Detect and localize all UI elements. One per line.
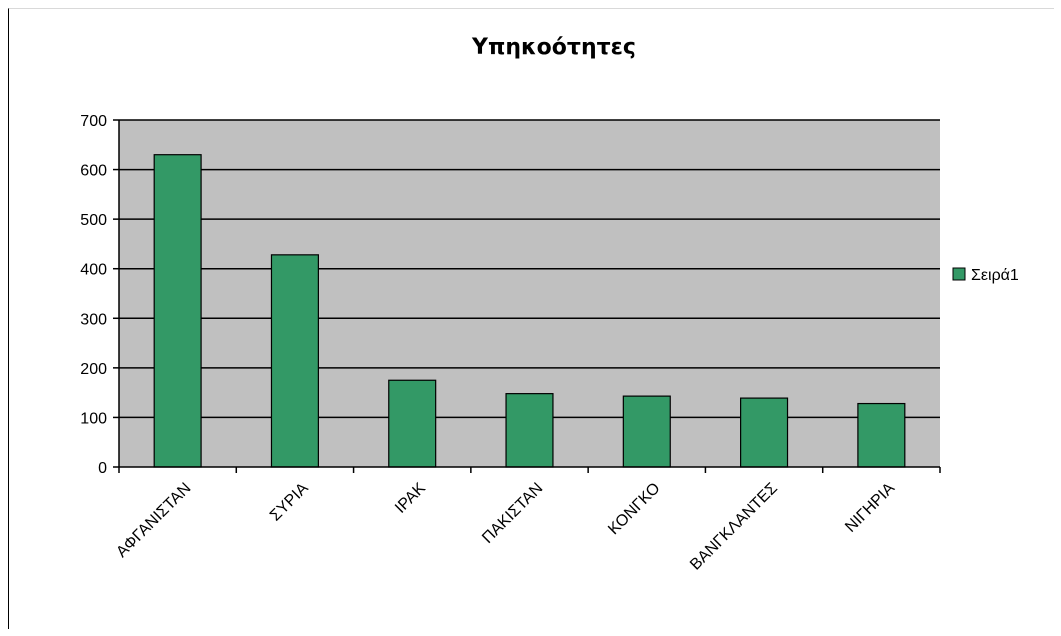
x-tick-label: ΚΟΝΓΚΟ	[605, 480, 663, 538]
legend: Σειρά1	[943, 257, 1054, 293]
y-tick-label: 100	[80, 410, 107, 427]
x-tick-labels: ΑΦΓΑΝΙΣΤΑΝ ΣΥΡΙΑ ΙΡΑΚ ΠΑΚΙΣΤΑΝ ΚΟΝΓΚΟ ΒΑΝΓΚΛΑ…	[113, 480, 898, 574]
chart-frame: 0 100 200 300 400 500 600 700 ΑΦΓΑΝΙΣΤΑΝ ΣΥΡΙΑ ΙΡ…	[8, 8, 1054, 629]
y-tick-label: 700	[80, 113, 107, 130]
bar-3	[505, 393, 554, 468]
bar-chart: 0 100 200 300 400 500 600 700 ΑΦΓΑΝΙΣΤΑΝ ΣΥΡΙΑ ΙΡ…	[80, 35, 1054, 574]
chart-title: Υπηκοότητες	[471, 35, 636, 60]
x-ticks	[118, 467, 941, 473]
legend-label: Σειρά1	[971, 267, 1019, 284]
y-tick-label: 200	[80, 361, 107, 378]
x-tick-label: ΠΑΚΙΣΤΑΝ	[479, 480, 546, 547]
x-tick-label: ΒΑΝΓΚΛΑΝΤΕΣ	[687, 480, 781, 574]
bar-0	[153, 154, 202, 468]
bar-1	[270, 254, 319, 468]
gridlines	[119, 119, 940, 419]
y-tick-label: 0	[98, 460, 107, 477]
y-tick-labels: 0 100 200 300 400 500 600 700	[80, 113, 107, 477]
bar-2	[388, 379, 437, 468]
bar-6	[857, 402, 906, 468]
y-tick-label: 600	[80, 163, 107, 180]
y-tick-label: 300	[80, 311, 107, 328]
bar-5	[740, 397, 789, 468]
x-tick-label: ΙΡΑΚ	[392, 480, 429, 517]
legend-swatch	[952, 267, 966, 281]
y-tick-label: 500	[80, 212, 107, 229]
x-tick-label: ΣΥΡΙΑ	[267, 480, 312, 525]
x-tick-label: ΝΙΓΗΡΙΑ	[842, 480, 898, 536]
y-tick-label: 400	[80, 262, 107, 279]
bar-4	[622, 395, 671, 468]
x-tick-label: ΑΦΓΑΝΙΣΤΑΝ	[113, 480, 194, 561]
y-ticks	[113, 119, 119, 468]
